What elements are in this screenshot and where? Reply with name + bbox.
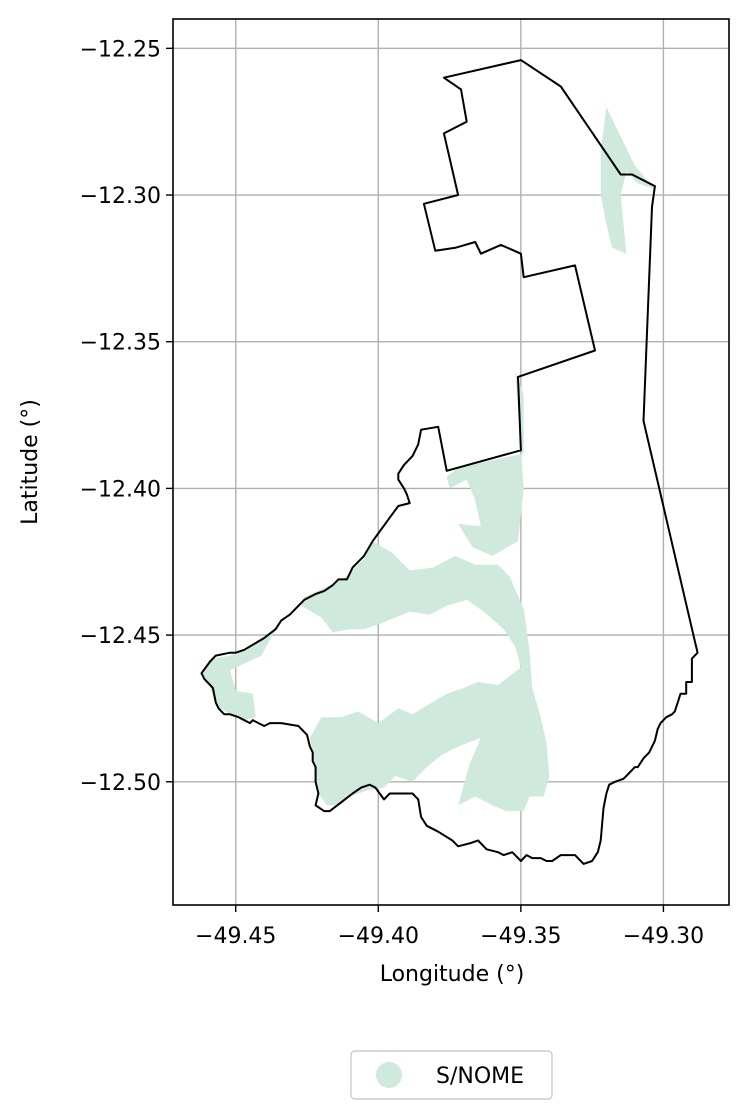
y-axis-label: Latitude (°): [18, 399, 43, 525]
y-tick-label: −12.45: [80, 624, 161, 649]
y-tick-label: −12.35: [80, 331, 161, 356]
boundary-layer: [200, 59, 699, 865]
y-tick-label: −12.25: [80, 37, 161, 62]
x-tick-label: −49.35: [480, 924, 561, 949]
legend: S/NOME: [350, 1050, 553, 1100]
region-s-nome: [446, 371, 524, 556]
legend-marker-s-nome: [376, 1062, 402, 1088]
tick-layer: −49.45 −49.40 −49.35 −49.30 −12.25 −12.30 −12.…: [80, 37, 705, 949]
y-tick-label: −12.50: [80, 771, 161, 796]
x-tick-label: −49.40: [338, 924, 419, 949]
x-tick-label: −49.30: [623, 924, 704, 949]
legend-label-s-nome: S/NOME: [436, 1064, 524, 1089]
y-tick-label: −12.30: [80, 184, 161, 209]
grid: [173, 19, 729, 905]
legend-box: [350, 1050, 553, 1100]
municipality-boundary: [200, 59, 699, 865]
region-s-nome: [301, 541, 550, 812]
axes-frame: [172, 18, 730, 906]
y-tick-label: −12.40: [80, 477, 161, 502]
x-tick-label: −49.45: [195, 924, 276, 949]
region-s-nome: [600, 107, 655, 254]
region-s-nome: [201, 629, 276, 721]
region-layer: [201, 107, 655, 812]
x-axis-label: Longitude (°): [380, 962, 525, 987]
